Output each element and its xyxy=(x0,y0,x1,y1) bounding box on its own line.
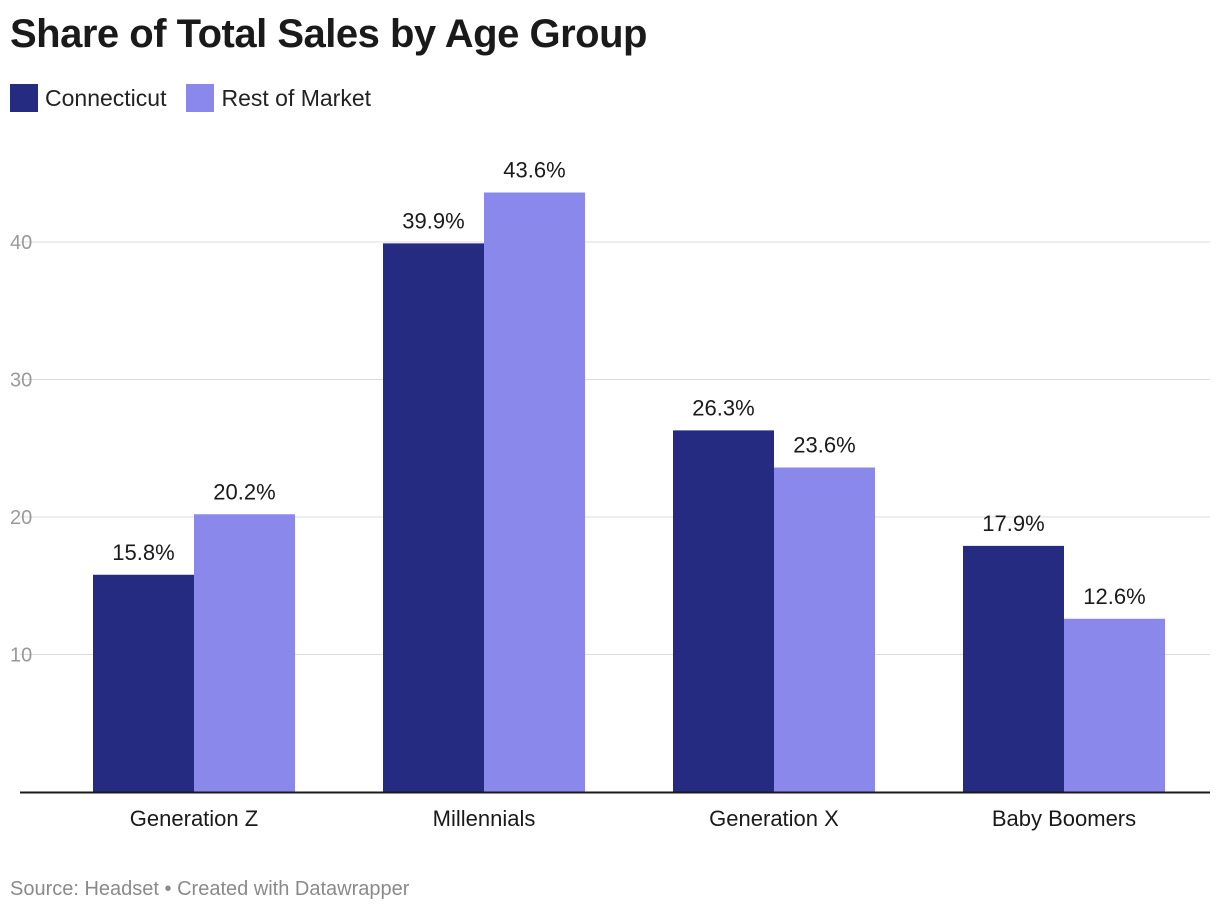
chart-title: Share of Total Sales by Age Group xyxy=(10,12,647,56)
bar-millennials-rest-of-market xyxy=(484,192,585,792)
x-tick-label: Generation Z xyxy=(130,806,258,831)
data-label: 17.9% xyxy=(982,511,1044,536)
bar-baby-boomers-connecticut xyxy=(963,545,1064,792)
y-tick-label: 10 xyxy=(10,645,32,667)
legend-label-rest-of-market: Rest of Market xyxy=(221,84,372,111)
y-tick-label: 40 xyxy=(10,232,32,254)
data-label: 15.8% xyxy=(112,540,174,565)
bar-generation-z-connecticut xyxy=(93,574,194,792)
legend-item-rest-of-market: Rest of Market xyxy=(186,84,371,112)
y-tick-label: 30 xyxy=(10,370,32,392)
x-tick-label: Generation X xyxy=(709,806,839,831)
bar-millennials-connecticut xyxy=(383,243,484,792)
bar-baby-boomers-rest-of-market xyxy=(1064,618,1165,792)
legend-item-connecticut: Connecticut xyxy=(10,84,166,112)
legend-swatch-connecticut xyxy=(10,84,38,112)
x-tick-label: Baby Boomers xyxy=(992,806,1136,831)
y-tick-label: 20 xyxy=(10,507,32,529)
data-label: 39.9% xyxy=(402,208,464,233)
data-label: 26.3% xyxy=(692,395,754,420)
bar-generation-x-connecticut xyxy=(673,430,774,792)
bar-generation-x-rest-of-market xyxy=(774,467,875,792)
source-note: Source: Headset • Created with Datawrapp… xyxy=(10,878,410,900)
bar-generation-z-rest-of-market xyxy=(194,514,295,792)
data-label: 12.6% xyxy=(1083,584,1145,609)
x-tick-label: Millennials xyxy=(433,806,536,831)
legend-label-connecticut: Connecticut xyxy=(45,84,167,111)
legend: Connecticut Rest of Market xyxy=(10,84,391,112)
data-label: 23.6% xyxy=(793,433,855,458)
data-label: 43.6% xyxy=(503,158,565,183)
legend-swatch-rest-of-market xyxy=(186,84,215,112)
data-label: 20.2% xyxy=(213,479,275,504)
